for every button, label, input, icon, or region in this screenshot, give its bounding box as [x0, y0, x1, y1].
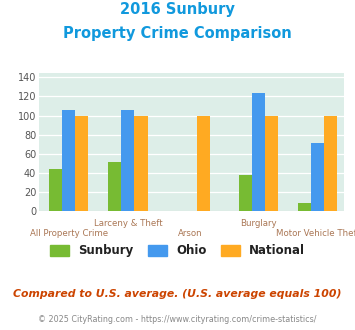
Text: Property Crime Comparison: Property Crime Comparison	[63, 26, 292, 41]
Bar	[265, 115, 278, 211]
Bar	[108, 162, 121, 211]
Text: All Property Crime: All Property Crime	[29, 229, 108, 238]
Bar	[239, 175, 252, 211]
Text: Motor Vehicle Theft: Motor Vehicle Theft	[276, 229, 355, 238]
Bar	[311, 143, 324, 211]
Text: Larceny & Theft: Larceny & Theft	[94, 219, 162, 228]
Bar	[135, 115, 148, 211]
Bar	[324, 115, 337, 211]
Bar	[121, 110, 135, 211]
Legend: Sunbury, Ohio, National: Sunbury, Ohio, National	[48, 242, 307, 260]
Bar	[62, 110, 75, 211]
Text: 2016 Sunbury: 2016 Sunbury	[120, 2, 235, 16]
Bar	[75, 115, 88, 211]
Bar	[252, 93, 265, 211]
Bar	[49, 169, 62, 211]
Text: Compared to U.S. average. (U.S. average equals 100): Compared to U.S. average. (U.S. average …	[13, 289, 342, 299]
Bar	[298, 203, 311, 211]
Bar	[197, 115, 210, 211]
Text: Burglary: Burglary	[240, 219, 277, 228]
Text: Arson: Arson	[178, 229, 203, 238]
Text: © 2025 CityRating.com - https://www.cityrating.com/crime-statistics/: © 2025 CityRating.com - https://www.city…	[38, 315, 317, 324]
